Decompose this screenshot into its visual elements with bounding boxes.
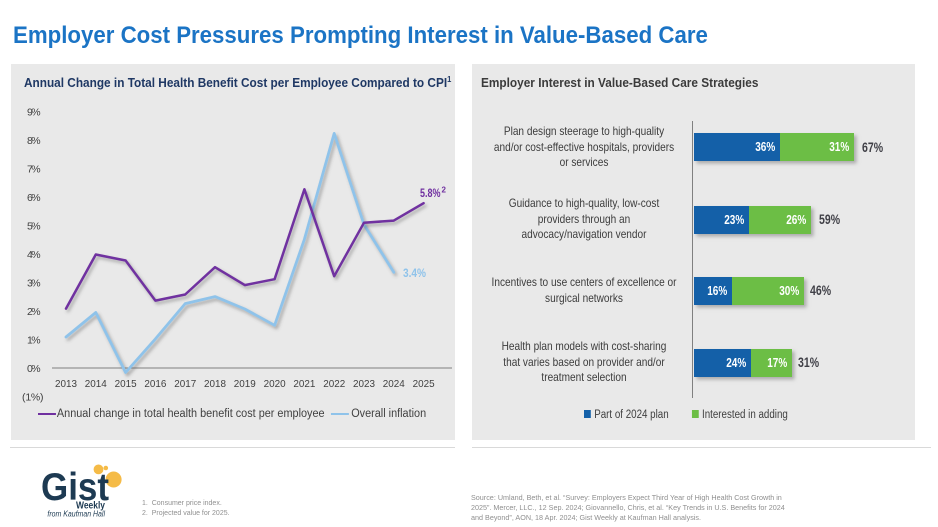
svg-text:2013: 2013 xyxy=(55,378,77,390)
svg-text:2024: 2024 xyxy=(383,378,405,390)
svg-text:2019: 2019 xyxy=(234,378,256,390)
svg-text:8%: 8% xyxy=(27,135,41,147)
svg-text:(1%): (1%) xyxy=(22,392,44,404)
svg-text:4%: 4% xyxy=(27,249,41,261)
svg-text:5%: 5% xyxy=(27,221,41,233)
svg-text:2023: 2023 xyxy=(353,378,375,390)
svg-text:9%: 9% xyxy=(27,107,41,119)
svg-text:6%: 6% xyxy=(27,192,41,204)
svg-text:Gist: Gist xyxy=(41,466,109,509)
svg-text:7%: 7% xyxy=(27,164,41,176)
svg-text:2017: 2017 xyxy=(174,378,196,390)
svg-text:1%: 1% xyxy=(27,335,41,347)
svg-text:2: 2 xyxy=(442,186,447,195)
svg-text:2015: 2015 xyxy=(115,378,137,390)
svg-text:2016: 2016 xyxy=(144,378,166,390)
svg-text:2014: 2014 xyxy=(85,378,107,390)
svg-text:Weekly: Weekly xyxy=(76,500,105,512)
svg-text:5.8%: 5.8% xyxy=(420,186,441,200)
svg-text:2021: 2021 xyxy=(293,378,315,390)
svg-text:2025: 2025 xyxy=(413,378,435,390)
svg-text:2022: 2022 xyxy=(323,378,345,390)
svg-text:from Kaufman Hall: from Kaufman Hall xyxy=(47,510,105,519)
svg-text:2%: 2% xyxy=(27,306,41,318)
svg-text:0%: 0% xyxy=(27,363,41,375)
svg-text:3.4%: 3.4% xyxy=(403,266,426,280)
svg-text:2020: 2020 xyxy=(264,378,286,390)
svg-text:3%: 3% xyxy=(27,278,41,290)
svg-text:2018: 2018 xyxy=(204,378,226,390)
